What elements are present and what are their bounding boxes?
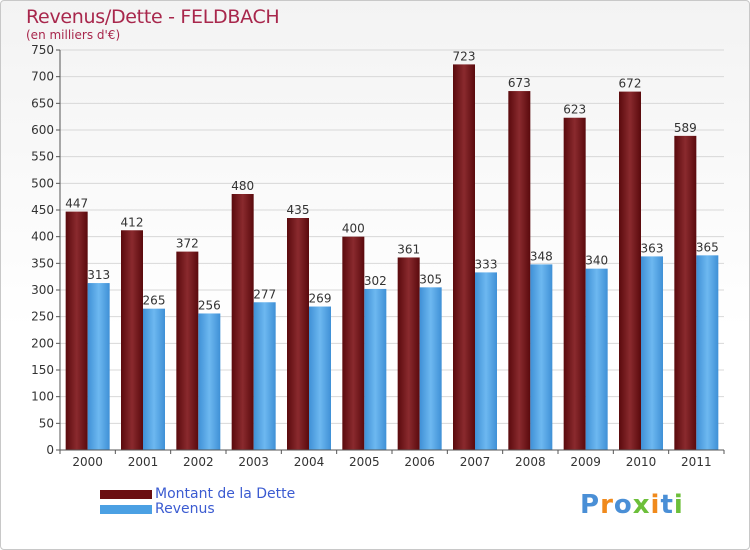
y-tick-label: 500 <box>31 176 54 190</box>
y-tick-label: 700 <box>31 70 54 84</box>
chart-title: Revenus/Dette - FELDBACH <box>26 6 280 28</box>
bar-revenus <box>198 313 221 450</box>
data-label-dette: 672 <box>619 77 642 91</box>
data-label-dette: 361 <box>397 242 420 256</box>
data-label-dette: 435 <box>287 203 310 217</box>
legend-swatch-dette <box>100 490 152 499</box>
bar-revenus <box>253 302 276 450</box>
x-tick-label: 2005 <box>349 455 380 469</box>
y-tick-label: 350 <box>31 256 54 270</box>
bar-dette <box>674 135 697 450</box>
x-tick-label: 2002 <box>183 455 214 469</box>
bar-dette <box>65 211 88 450</box>
data-label-dette: 723 <box>453 49 476 63</box>
x-tick-label: 2001 <box>128 455 159 469</box>
data-label-revenus: 305 <box>419 272 442 286</box>
y-tick-label: 300 <box>31 283 54 297</box>
bar-revenus <box>585 268 608 450</box>
x-tick-label: 2000 <box>72 455 103 469</box>
legend-label-revenus: Revenus <box>155 501 215 517</box>
data-label-revenus: 340 <box>585 254 608 268</box>
bar-revenus <box>419 287 442 450</box>
bar-revenus <box>309 306 331 450</box>
legend-swatch-revenus <box>100 505 152 514</box>
bar-revenus <box>364 288 387 450</box>
data-label-revenus: 256 <box>198 298 221 312</box>
bar-revenus <box>143 308 165 450</box>
data-label-dette: 447 <box>65 197 88 211</box>
data-label-revenus: 269 <box>309 292 332 306</box>
y-tick-label: 0 <box>46 443 54 457</box>
data-label-revenus: 265 <box>143 294 166 308</box>
bar-dette <box>397 257 420 450</box>
bar-revenus <box>696 255 719 450</box>
y-tick-label: 50 <box>39 416 54 430</box>
y-tick-label: 400 <box>31 230 54 244</box>
y-tick-label: 550 <box>31 150 54 164</box>
bar-dette <box>619 91 641 450</box>
proxiti-logo: Proxiti <box>580 490 684 520</box>
y-tick-label: 150 <box>31 363 54 377</box>
data-label-revenus: 365 <box>696 240 719 254</box>
data-label-revenus: 363 <box>641 241 664 255</box>
bar-revenus <box>475 272 497 450</box>
bar-dette <box>563 117 586 450</box>
bar-revenus <box>641 256 663 450</box>
bar-dette <box>508 91 531 451</box>
y-tick-label: 200 <box>31 336 54 350</box>
data-label-revenus: 333 <box>475 257 498 271</box>
data-label-dette: 372 <box>176 237 199 251</box>
data-label-dette: 623 <box>563 103 586 117</box>
data-label-revenus: 302 <box>364 274 387 288</box>
bar-dette <box>453 64 475 451</box>
x-tick-label: 2007 <box>460 455 491 469</box>
bar-dette <box>231 194 254 450</box>
bar-revenus <box>530 264 553 450</box>
bar-dette <box>121 230 143 450</box>
legend: Montant de la Dette Revenus <box>100 487 295 517</box>
x-tick-label: 2011 <box>681 455 712 469</box>
y-tick-label: 650 <box>31 96 54 110</box>
x-tick-label: 2009 <box>570 455 601 469</box>
x-tick-label: 2003 <box>238 455 269 469</box>
x-tick-label: 2006 <box>404 455 435 469</box>
bar-revenus <box>87 283 110 450</box>
data-label-revenus: 313 <box>87 268 110 282</box>
chart-subtitle: (en milliers d'€) <box>26 28 121 42</box>
y-tick-label: 250 <box>31 310 54 324</box>
data-label-dette: 400 <box>342 222 365 236</box>
y-tick-label: 100 <box>31 390 54 404</box>
legend-item-dette: Montant de la Dette <box>100 487 295 502</box>
legend-label-dette: Montant de la Dette <box>155 486 296 502</box>
y-tick-label: 600 <box>31 123 54 137</box>
data-label-dette: 673 <box>508 76 531 90</box>
data-label-revenus: 277 <box>253 287 276 301</box>
bar-dette <box>176 251 199 450</box>
data-label-dette: 480 <box>231 179 254 193</box>
data-label-dette: 589 <box>674 121 697 135</box>
y-tick-label: 750 <box>31 43 54 57</box>
bar-dette <box>342 236 365 450</box>
data-label-revenus: 348 <box>530 249 553 263</box>
legend-item-revenus: Revenus <box>100 502 295 517</box>
data-label-dette: 412 <box>121 215 144 229</box>
x-tick-label: 2010 <box>626 455 657 469</box>
x-tick-label: 2008 <box>515 455 546 469</box>
y-tick-label: 450 <box>31 203 54 217</box>
bar-dette <box>287 218 309 450</box>
x-tick-label: 2004 <box>294 455 325 469</box>
